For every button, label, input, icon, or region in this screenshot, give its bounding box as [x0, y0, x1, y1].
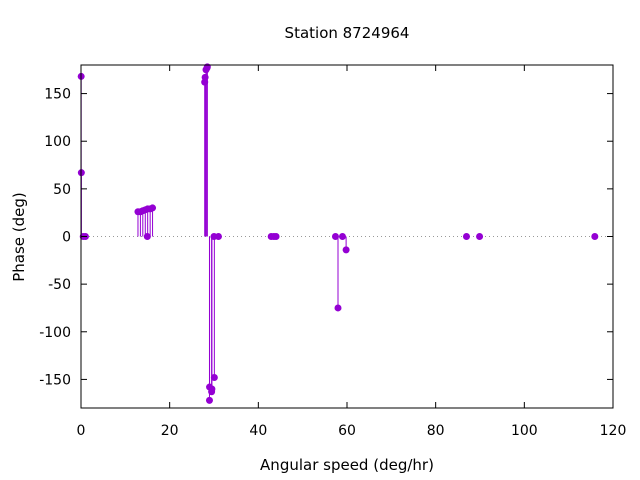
axes: 0 20 40 60 80 100 120 -150 -100 -50 0 50 100 150: [39, 64, 627, 439]
y-tick-label: -100: [39, 325, 71, 341]
data-point: [476, 233, 484, 240]
data-point: [203, 63, 211, 71]
x-tick-label: 0: [77, 423, 86, 439]
data-point: [205, 396, 213, 404]
x-tick-label: 80: [427, 423, 445, 439]
data-point: [334, 304, 342, 312]
y-tick-label: 0: [62, 230, 71, 246]
data-point: [342, 246, 350, 254]
data-point: [591, 233, 599, 240]
y-tick-label: 50: [53, 182, 71, 198]
y-tick-label: 100: [44, 134, 71, 150]
data-marks: [77, 63, 599, 404]
y-tick-label: -50: [48, 277, 71, 293]
y-tick-label: 150: [44, 87, 71, 103]
x-axis-label: Angular speed (deg/hr): [260, 456, 434, 474]
data-point: [210, 374, 218, 382]
data-point: [214, 233, 222, 240]
y-axis-label: Phase (deg): [10, 192, 28, 282]
data-point: [331, 233, 339, 240]
data-point: [272, 233, 280, 240]
chart-title: Station 8724964: [285, 24, 410, 42]
data-point: [149, 204, 157, 212]
x-tick-label: 120: [600, 423, 627, 439]
x-tick-label: 20: [161, 423, 179, 439]
x-tick-label: 60: [338, 423, 356, 439]
x-tick-label: 100: [511, 423, 538, 439]
data-point: [462, 233, 470, 240]
x-tick-label: 40: [249, 423, 267, 439]
data-point: [338, 233, 346, 240]
y-tick-label: -150: [39, 372, 71, 388]
data-point: [208, 385, 216, 393]
